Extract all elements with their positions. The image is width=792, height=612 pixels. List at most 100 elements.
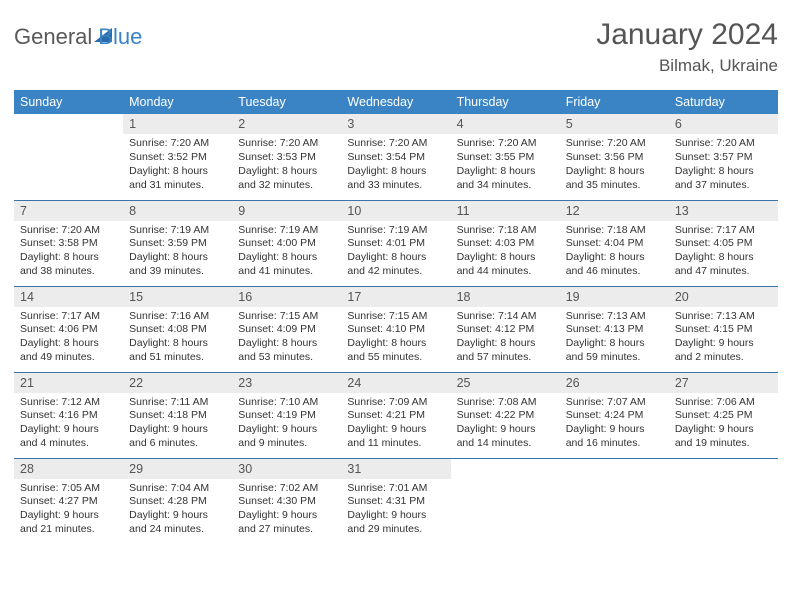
calendar-cell: 28Sunrise: 7:05 AMSunset: 4:27 PMDayligh… bbox=[14, 458, 123, 544]
day-number: 14 bbox=[14, 287, 123, 307]
daylight-line: Daylight: 9 hours and 21 minutes. bbox=[20, 509, 117, 537]
sunset-line: Sunset: 4:10 PM bbox=[347, 323, 444, 337]
weekday-header: Wednesday bbox=[341, 90, 450, 114]
day-number: 2 bbox=[232, 114, 341, 134]
day-number: 16 bbox=[232, 287, 341, 307]
sunset-line: Sunset: 3:57 PM bbox=[675, 151, 772, 165]
sunset-line: Sunset: 3:52 PM bbox=[129, 151, 226, 165]
day-number: 22 bbox=[123, 373, 232, 393]
sunset-line: Sunset: 4:15 PM bbox=[675, 323, 772, 337]
sunset-line: Sunset: 4:09 PM bbox=[238, 323, 335, 337]
sunset-line: Sunset: 3:58 PM bbox=[20, 237, 117, 251]
sunrise-line: Sunrise: 7:18 AM bbox=[566, 224, 663, 238]
weekday-header: Saturday bbox=[669, 90, 778, 114]
calendar-cell: 3Sunrise: 7:20 AMSunset: 3:54 PMDaylight… bbox=[341, 114, 450, 200]
day-details: Sunrise: 7:20 AMSunset: 3:58 PMDaylight:… bbox=[14, 221, 123, 284]
day-details: Sunrise: 7:12 AMSunset: 4:16 PMDaylight:… bbox=[14, 393, 123, 456]
calendar-cell: 15Sunrise: 7:16 AMSunset: 4:08 PMDayligh… bbox=[123, 286, 232, 372]
calendar-cell: 12Sunrise: 7:18 AMSunset: 4:04 PMDayligh… bbox=[560, 200, 669, 286]
day-number: 17 bbox=[341, 287, 450, 307]
sunset-line: Sunset: 4:03 PM bbox=[457, 237, 554, 251]
sunset-line: Sunset: 4:21 PM bbox=[347, 409, 444, 423]
header: General Blue January 2024 Bilmak, Ukrain… bbox=[14, 18, 778, 76]
logo: General Blue bbox=[14, 24, 142, 50]
calendar-cell: 21Sunrise: 7:12 AMSunset: 4:16 PMDayligh… bbox=[14, 372, 123, 458]
calendar-cell: 14Sunrise: 7:17 AMSunset: 4:06 PMDayligh… bbox=[14, 286, 123, 372]
daylight-line: Daylight: 8 hours and 33 minutes. bbox=[347, 165, 444, 193]
calendar-cell bbox=[560, 458, 669, 544]
day-details: Sunrise: 7:17 AMSunset: 4:05 PMDaylight:… bbox=[669, 221, 778, 284]
calendar-cell: 4Sunrise: 7:20 AMSunset: 3:55 PMDaylight… bbox=[451, 114, 560, 200]
sunset-line: Sunset: 4:12 PM bbox=[457, 323, 554, 337]
calendar-week-row: 14Sunrise: 7:17 AMSunset: 4:06 PMDayligh… bbox=[14, 286, 778, 372]
daylight-line: Daylight: 8 hours and 35 minutes. bbox=[566, 165, 663, 193]
daylight-line: Daylight: 8 hours and 57 minutes. bbox=[457, 337, 554, 365]
daylight-line: Daylight: 9 hours and 4 minutes. bbox=[20, 423, 117, 451]
calendar-week-row: 1Sunrise: 7:20 AMSunset: 3:52 PMDaylight… bbox=[14, 114, 778, 200]
calendar-cell bbox=[451, 458, 560, 544]
day-details: Sunrise: 7:20 AMSunset: 3:52 PMDaylight:… bbox=[123, 134, 232, 197]
sunrise-line: Sunrise: 7:19 AM bbox=[129, 224, 226, 238]
calendar-cell: 23Sunrise: 7:10 AMSunset: 4:19 PMDayligh… bbox=[232, 372, 341, 458]
day-details: Sunrise: 7:01 AMSunset: 4:31 PMDaylight:… bbox=[341, 479, 450, 542]
sunset-line: Sunset: 4:16 PM bbox=[20, 409, 117, 423]
sunset-line: Sunset: 4:04 PM bbox=[566, 237, 663, 251]
day-details: Sunrise: 7:20 AMSunset: 3:53 PMDaylight:… bbox=[232, 134, 341, 197]
calendar-cell: 19Sunrise: 7:13 AMSunset: 4:13 PMDayligh… bbox=[560, 286, 669, 372]
sunrise-line: Sunrise: 7:13 AM bbox=[675, 310, 772, 324]
calendar-table: SundayMondayTuesdayWednesdayThursdayFrid… bbox=[14, 90, 778, 544]
day-number: 11 bbox=[451, 201, 560, 221]
calendar-cell: 8Sunrise: 7:19 AMSunset: 3:59 PMDaylight… bbox=[123, 200, 232, 286]
day-details: Sunrise: 7:16 AMSunset: 4:08 PMDaylight:… bbox=[123, 307, 232, 370]
logo-word-1: General bbox=[14, 24, 92, 50]
sunrise-line: Sunrise: 7:20 AM bbox=[347, 137, 444, 151]
day-number: 5 bbox=[560, 114, 669, 134]
day-details: Sunrise: 7:19 AMSunset: 3:59 PMDaylight:… bbox=[123, 221, 232, 284]
calendar-cell: 31Sunrise: 7:01 AMSunset: 4:31 PMDayligh… bbox=[341, 458, 450, 544]
daylight-line: Daylight: 9 hours and 24 minutes. bbox=[129, 509, 226, 537]
calendar-cell bbox=[14, 114, 123, 200]
sunset-line: Sunset: 4:06 PM bbox=[20, 323, 117, 337]
sunset-line: Sunset: 4:13 PM bbox=[566, 323, 663, 337]
calendar-week-row: 7Sunrise: 7:20 AMSunset: 3:58 PMDaylight… bbox=[14, 200, 778, 286]
sunset-line: Sunset: 4:25 PM bbox=[675, 409, 772, 423]
day-details: Sunrise: 7:20 AMSunset: 3:56 PMDaylight:… bbox=[560, 134, 669, 197]
sunset-line: Sunset: 4:19 PM bbox=[238, 409, 335, 423]
day-details: Sunrise: 7:20 AMSunset: 3:57 PMDaylight:… bbox=[669, 134, 778, 197]
daylight-line: Daylight: 8 hours and 46 minutes. bbox=[566, 251, 663, 279]
daylight-line: Daylight: 8 hours and 39 minutes. bbox=[129, 251, 226, 279]
daylight-line: Daylight: 9 hours and 2 minutes. bbox=[675, 337, 772, 365]
calendar-cell: 16Sunrise: 7:15 AMSunset: 4:09 PMDayligh… bbox=[232, 286, 341, 372]
day-details: Sunrise: 7:19 AMSunset: 4:00 PMDaylight:… bbox=[232, 221, 341, 284]
daylight-line: Daylight: 8 hours and 53 minutes. bbox=[238, 337, 335, 365]
daylight-line: Daylight: 8 hours and 34 minutes. bbox=[457, 165, 554, 193]
day-details: Sunrise: 7:10 AMSunset: 4:19 PMDaylight:… bbox=[232, 393, 341, 456]
day-number: 10 bbox=[341, 201, 450, 221]
weekday-header: Monday bbox=[123, 90, 232, 114]
calendar-cell: 9Sunrise: 7:19 AMSunset: 4:00 PMDaylight… bbox=[232, 200, 341, 286]
day-details: Sunrise: 7:04 AMSunset: 4:28 PMDaylight:… bbox=[123, 479, 232, 542]
day-number: 24 bbox=[341, 373, 450, 393]
sunset-line: Sunset: 4:27 PM bbox=[20, 495, 117, 509]
sunset-line: Sunset: 4:30 PM bbox=[238, 495, 335, 509]
day-number: 29 bbox=[123, 459, 232, 479]
sunset-line: Sunset: 3:59 PM bbox=[129, 237, 226, 251]
day-number: 27 bbox=[669, 373, 778, 393]
daylight-line: Daylight: 8 hours and 37 minutes. bbox=[675, 165, 772, 193]
calendar-cell bbox=[669, 458, 778, 544]
weekday-header: Friday bbox=[560, 90, 669, 114]
daylight-line: Daylight: 9 hours and 27 minutes. bbox=[238, 509, 335, 537]
daylight-line: Daylight: 8 hours and 42 minutes. bbox=[347, 251, 444, 279]
day-number: 15 bbox=[123, 287, 232, 307]
daylight-line: Daylight: 9 hours and 29 minutes. bbox=[347, 509, 444, 537]
sunset-line: Sunset: 3:55 PM bbox=[457, 151, 554, 165]
weekday-header: Tuesday bbox=[232, 90, 341, 114]
day-details: Sunrise: 7:11 AMSunset: 4:18 PMDaylight:… bbox=[123, 393, 232, 456]
calendar-cell: 18Sunrise: 7:14 AMSunset: 4:12 PMDayligh… bbox=[451, 286, 560, 372]
calendar-cell: 25Sunrise: 7:08 AMSunset: 4:22 PMDayligh… bbox=[451, 372, 560, 458]
day-details: Sunrise: 7:15 AMSunset: 4:09 PMDaylight:… bbox=[232, 307, 341, 370]
calendar-cell: 29Sunrise: 7:04 AMSunset: 4:28 PMDayligh… bbox=[123, 458, 232, 544]
sunset-line: Sunset: 4:01 PM bbox=[347, 237, 444, 251]
logo-word-2: Blue bbox=[98, 24, 142, 50]
daylight-line: Daylight: 8 hours and 51 minutes. bbox=[129, 337, 226, 365]
